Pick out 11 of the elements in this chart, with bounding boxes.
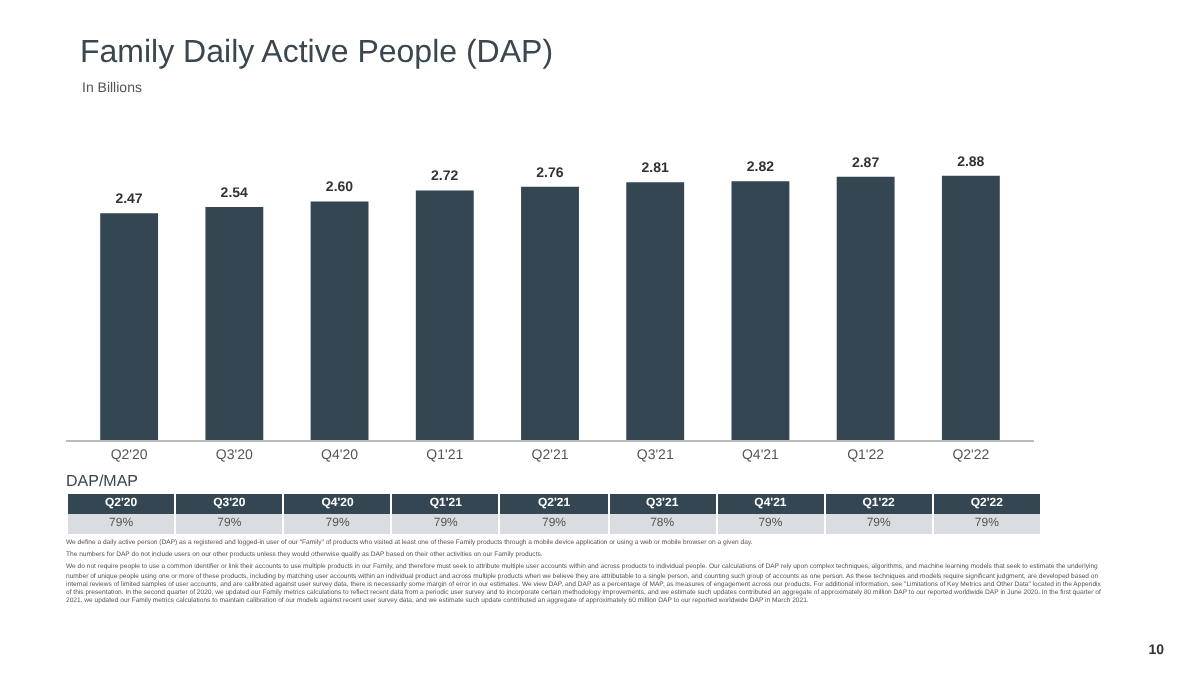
text: DAP/MAP	[66, 472, 141, 490]
bar	[836, 176, 895, 440]
bar	[310, 201, 369, 440]
bar	[521, 186, 579, 440]
bar	[941, 175, 1000, 440]
bar	[415, 190, 474, 440]
bar	[205, 206, 264, 440]
chart-title: Family Daily Active People (DAP)	[80, 36, 554, 72]
bar	[731, 181, 790, 440]
bar	[100, 213, 159, 440]
bar	[626, 182, 685, 440]
